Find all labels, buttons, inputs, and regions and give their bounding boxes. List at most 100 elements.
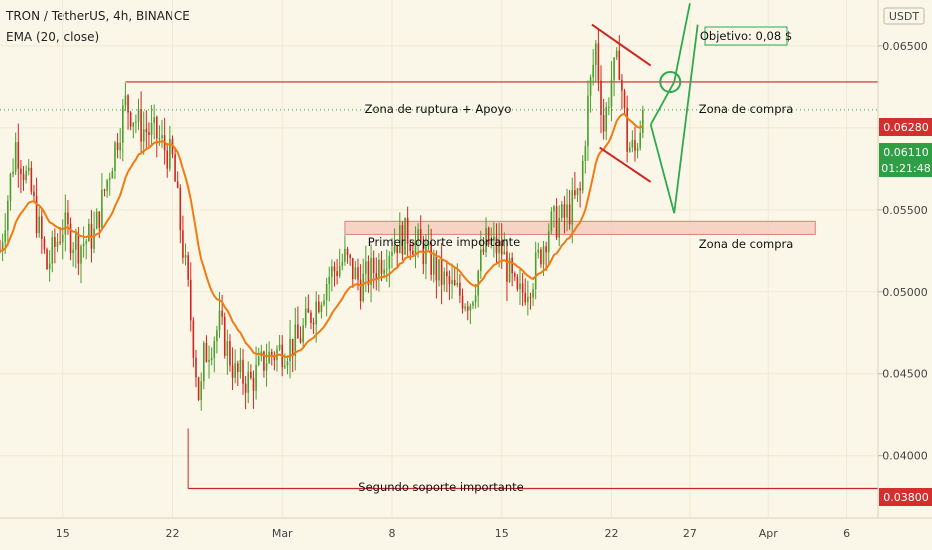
- candle: [189, 262, 192, 332]
- candle: [594, 39, 597, 82]
- candle: [119, 127, 122, 160]
- candle-body: [432, 256, 435, 275]
- candle: [234, 349, 236, 384]
- candle: [432, 249, 435, 283]
- candle: [257, 347, 260, 367]
- candle: [106, 178, 108, 198]
- price-axis[interactable]: 0.065000.060000.055000.050000.045000.040…: [877, 0, 932, 518]
- candle-body: [46, 249, 48, 269]
- candle-body: [498, 240, 500, 254]
- candle: [427, 224, 430, 251]
- candle-body: [325, 284, 328, 301]
- candle: [451, 263, 453, 299]
- svg-text:0.06280: 0.06280: [883, 121, 929, 134]
- candle-body: [14, 142, 17, 172]
- candle-body: [443, 271, 446, 285]
- candle-body: [278, 344, 281, 350]
- candle-body: [108, 178, 111, 181]
- candle-body: [516, 276, 519, 290]
- candle-body: [592, 64, 594, 78]
- candle: [208, 345, 210, 379]
- candle-body: [294, 324, 297, 356]
- candle-body: [404, 217, 406, 255]
- candle-body: [116, 142, 119, 151]
- candle-body: [446, 271, 448, 277]
- candle-body: [602, 114, 605, 132]
- candle-body: [385, 268, 388, 270]
- candle: [610, 61, 613, 122]
- time-axis[interactable]: 15 22 Mar 8 15 22 27 Apr 6: [0, 517, 932, 540]
- candle-body: [270, 351, 273, 356]
- candle-body: [242, 359, 244, 384]
- candle-body: [406, 217, 409, 245]
- candle: [200, 372, 203, 411]
- y-tick-label: 0.04000: [882, 450, 928, 463]
- candle-body: [399, 225, 401, 254]
- candle: [331, 259, 333, 292]
- candle-body: [51, 237, 54, 264]
- candle: [153, 104, 155, 140]
- candle-body: [239, 359, 242, 373]
- candle: [631, 130, 634, 153]
- candle-body: [594, 43, 597, 65]
- candle-body: [391, 251, 393, 256]
- candle-body: [597, 43, 600, 81]
- candle: [27, 158, 30, 176]
- candle: [124, 82, 127, 111]
- candle-body: [485, 227, 487, 253]
- candle-body: [236, 363, 239, 373]
- candle: [176, 171, 179, 189]
- y-tick-label: 0.06500: [882, 40, 928, 53]
- symbol-title: TRON / TetherUS, 4h, BINANCE: [6, 9, 190, 23]
- candle: [464, 303, 466, 312]
- candle: [80, 244, 82, 284]
- candle: [404, 217, 406, 255]
- candle: [250, 364, 252, 380]
- candle-body: [412, 250, 414, 255]
- candle-body: [524, 292, 527, 303]
- candle-body: [64, 212, 67, 235]
- candle: [396, 244, 398, 268]
- candle-body: [142, 129, 145, 142]
- candle: [317, 294, 320, 314]
- candle-body: [459, 282, 461, 296]
- candle-body: [135, 121, 137, 123]
- candle: [310, 310, 312, 330]
- candle: [370, 244, 372, 303]
- candle-body: [77, 234, 80, 264]
- candle-body: [529, 296, 532, 298]
- candle: [414, 226, 417, 269]
- candle: [221, 294, 223, 325]
- candle-body: [286, 361, 289, 366]
- candle-body: [506, 251, 508, 282]
- candle: [537, 242, 540, 259]
- candle-body: [27, 167, 30, 171]
- candle-body: [464, 306, 466, 309]
- candle-body: [229, 341, 231, 366]
- candle: [304, 296, 307, 329]
- candle: [51, 230, 54, 273]
- candle: [17, 123, 20, 188]
- candle: [519, 267, 521, 305]
- candle-body: [427, 242, 430, 246]
- wedge-upper-line: [591, 23, 652, 67]
- candle-body: [466, 306, 469, 311]
- candle-body: [289, 338, 291, 362]
- candle: [383, 259, 385, 279]
- candle: [487, 226, 490, 248]
- candle-body: [537, 249, 540, 253]
- candle-body: [22, 174, 25, 181]
- candle: [516, 274, 519, 292]
- candle-body: [80, 246, 82, 264]
- candle-body: [584, 146, 587, 161]
- candle-body: [542, 246, 545, 265]
- candle-body: [166, 150, 169, 169]
- candle: [187, 251, 189, 287]
- candle: [435, 250, 438, 299]
- candle-body: [48, 263, 51, 269]
- currency-badge[interactable]: USDT: [883, 7, 925, 25]
- candle: [506, 239, 508, 301]
- candle: [20, 159, 22, 194]
- candle-body: [297, 324, 299, 339]
